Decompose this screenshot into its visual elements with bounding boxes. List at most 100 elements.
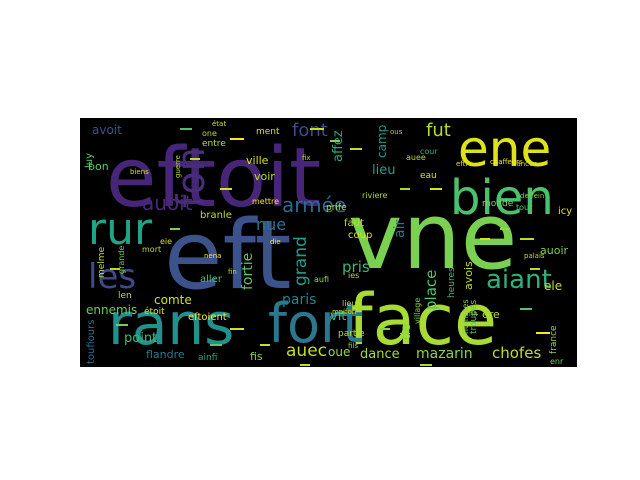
word: coup bbox=[348, 230, 372, 241]
word: eftoient bbox=[188, 312, 227, 323]
word: avois bbox=[462, 261, 475, 290]
filler-mark bbox=[350, 148, 362, 150]
word-cloud-canvas: eftoit vne eft face ene bien fort rans r… bbox=[84, 120, 572, 366]
word: les bbox=[88, 257, 136, 297]
filler-mark bbox=[230, 328, 244, 330]
word: die bbox=[270, 238, 281, 246]
word: palais bbox=[524, 252, 545, 260]
word: rur bbox=[88, 204, 153, 255]
filler-mark bbox=[536, 332, 550, 334]
word: ville bbox=[246, 154, 269, 167]
word: étoit bbox=[144, 306, 165, 317]
filler-mark bbox=[520, 308, 532, 310]
word: riviere bbox=[362, 191, 388, 200]
word: eftoit bbox=[106, 131, 321, 226]
filler-mark bbox=[180, 128, 192, 130]
word: fin bbox=[228, 268, 237, 276]
word: comte bbox=[154, 293, 192, 307]
filler-mark bbox=[220, 188, 232, 190]
word: aufi bbox=[314, 275, 329, 284]
word: eftre bbox=[456, 160, 472, 168]
word: ies bbox=[348, 271, 359, 280]
word: fils bbox=[348, 342, 358, 350]
word: paris bbox=[282, 292, 316, 308]
word: chaffeurs bbox=[490, 158, 523, 166]
word: armée bbox=[282, 193, 346, 217]
word: fort bbox=[268, 292, 363, 355]
filler-mark bbox=[400, 188, 410, 190]
word: bon bbox=[88, 160, 109, 173]
filler-mark bbox=[480, 238, 490, 240]
word: nena bbox=[204, 252, 221, 260]
filler-mark bbox=[260, 344, 270, 346]
word: affez bbox=[331, 130, 346, 162]
word: biens bbox=[130, 168, 149, 176]
word: grande bbox=[117, 246, 126, 274]
word: entre bbox=[202, 139, 226, 149]
word: troupes bbox=[469, 300, 479, 334]
word: état bbox=[212, 120, 226, 128]
word: voir bbox=[254, 170, 275, 183]
filler-words bbox=[110, 128, 550, 366]
word: rans bbox=[108, 290, 234, 358]
word: deffein bbox=[520, 192, 544, 200]
word-cloud: eftoit vne eft face ene bien fort rans r… bbox=[80, 118, 577, 367]
word: flandre bbox=[146, 348, 185, 361]
word: luy bbox=[84, 153, 95, 168]
word: mazarin bbox=[416, 346, 473, 362]
word: ment bbox=[256, 127, 280, 137]
filler-mark bbox=[420, 364, 432, 366]
word: ainfi bbox=[198, 353, 217, 363]
word: aller bbox=[200, 274, 223, 285]
word: auee bbox=[406, 153, 426, 162]
word: mort bbox=[142, 245, 161, 254]
word: branle bbox=[200, 210, 232, 221]
filler-mark bbox=[430, 188, 442, 190]
filler-mark bbox=[500, 228, 510, 230]
filler-mark bbox=[230, 138, 244, 140]
word: icy bbox=[558, 206, 572, 217]
word: enr bbox=[550, 357, 564, 366]
word: dance bbox=[360, 347, 400, 362]
word: oue bbox=[328, 345, 350, 359]
word: france bbox=[549, 325, 559, 354]
word: ene bbox=[458, 120, 551, 178]
word: fon bbox=[169, 147, 213, 208]
filler-mark bbox=[310, 128, 324, 130]
filler-mark bbox=[170, 228, 180, 230]
word: ele bbox=[544, 279, 562, 293]
word: lieu bbox=[372, 163, 395, 178]
filler-mark bbox=[330, 140, 340, 142]
word: eie bbox=[160, 237, 172, 246]
word: ere bbox=[482, 308, 500, 321]
word: ous bbox=[390, 128, 403, 136]
word: guerre bbox=[174, 155, 182, 178]
word: nue bbox=[256, 215, 286, 234]
word: fis bbox=[250, 350, 263, 363]
word: bien bbox=[450, 170, 554, 226]
filler-mark bbox=[210, 344, 222, 346]
word: font bbox=[292, 120, 328, 141]
filler-mark bbox=[530, 268, 540, 270]
word: monde bbox=[482, 199, 514, 209]
word: dancer bbox=[512, 160, 536, 168]
word: tour bbox=[516, 203, 533, 212]
word: prife bbox=[326, 203, 347, 213]
word: len bbox=[118, 291, 132, 301]
word: eau bbox=[420, 171, 437, 181]
word: vit bbox=[330, 309, 346, 324]
word: fortie bbox=[240, 253, 256, 290]
word: eft bbox=[164, 201, 291, 311]
word: ennemis bbox=[86, 303, 137, 317]
word: partie bbox=[338, 329, 365, 339]
word: faut bbox=[344, 218, 364, 229]
word: place bbox=[422, 270, 440, 310]
word: auoit bbox=[142, 191, 193, 215]
word: fix bbox=[302, 154, 311, 162]
word: auoir bbox=[540, 244, 568, 257]
word: one bbox=[202, 129, 217, 138]
word: de bbox=[399, 324, 414, 340]
word: air bbox=[392, 220, 408, 238]
word: grand bbox=[291, 236, 311, 286]
word: face bbox=[348, 279, 497, 361]
